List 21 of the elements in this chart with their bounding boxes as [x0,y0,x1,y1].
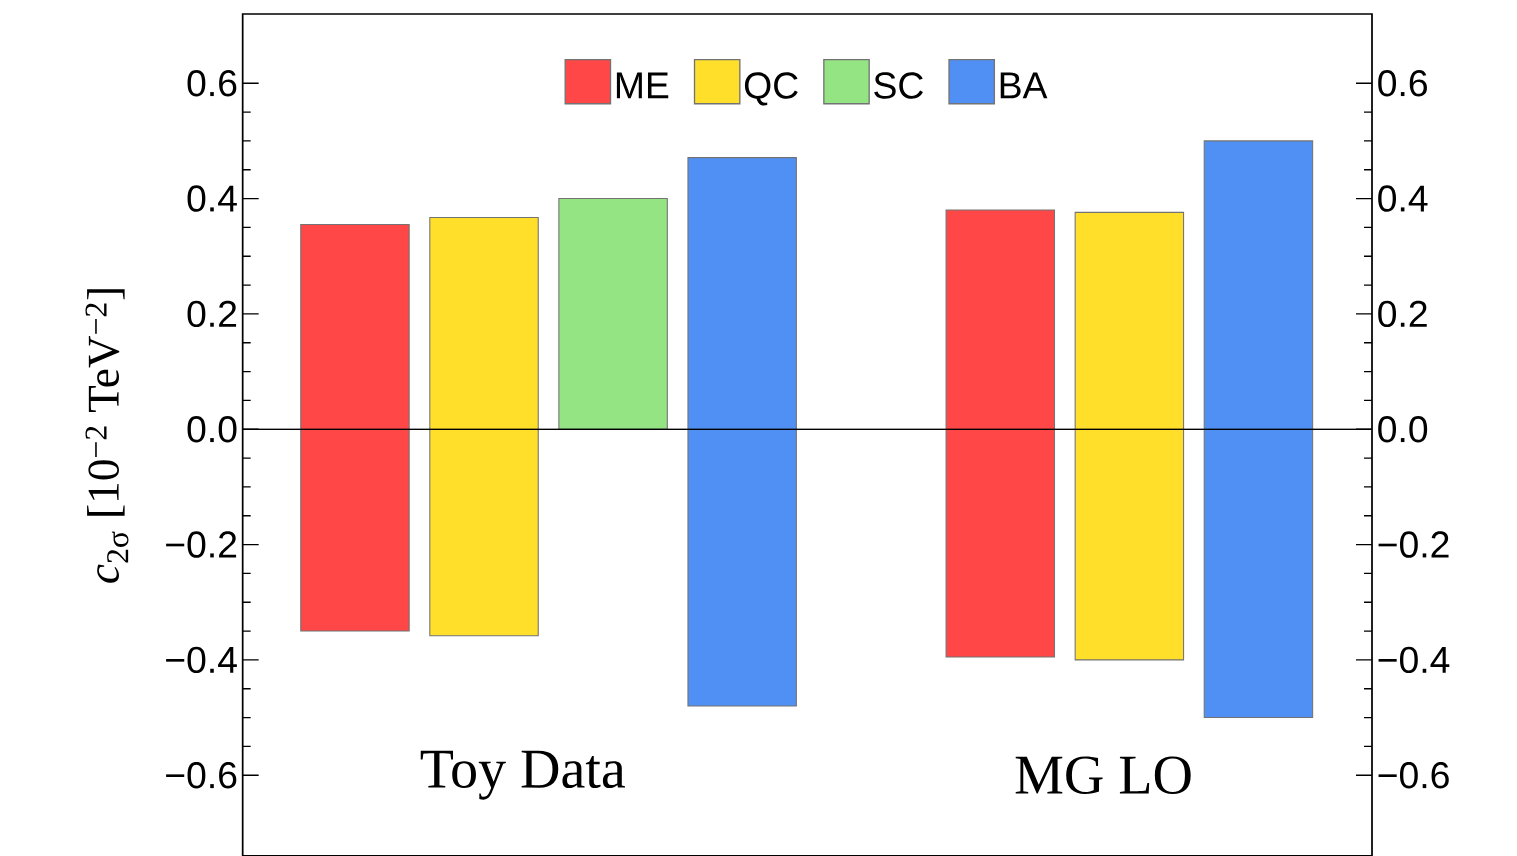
legend-label: QC [744,72,798,106]
y-tick-label: −0.4 [1378,646,1450,674]
text: −0.2 [166,531,237,558]
legend-label: BA [1000,72,1048,99]
text: 0.0 [187,416,237,443]
y-tick-label: 0.0 [1378,416,1428,443]
y-tick-label: −0.2 [1378,531,1449,558]
text: 0.4 [187,185,237,212]
y-tick-label: 0.4 [1378,185,1428,212]
legend-label: ME [616,72,669,99]
legend-label: SC [874,72,923,99]
y-tick-label: 0.6 [1378,70,1427,97]
y-tick-label: −0.6 [1378,762,1449,789]
text: 0.6 [187,70,237,97]
text: −0.4 [166,646,237,674]
text: −0.6 [166,762,237,789]
y-tick-label: 0.2 [1378,300,1427,328]
x-tick-label: MG LO [1015,756,1191,795]
x-tick-label: Toy Data [420,750,625,800]
text: 0.2 [187,300,237,328]
y-axis-title: c$_{2σ}$ [10$^{−2}$ TeV$^{−2}$] [85,289,129,583]
